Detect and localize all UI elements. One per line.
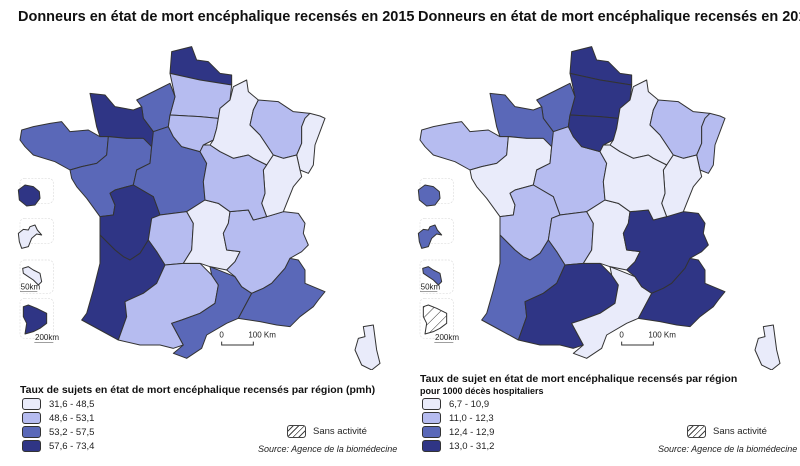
map-title: Donneurs en état de mort encéphalique re… [18, 9, 415, 25]
legend-label: 31,6 - 48,5 [49, 398, 95, 410]
legend-item: 6,7 - 10,9 [422, 398, 489, 410]
region [599, 144, 668, 221]
region [637, 257, 726, 328]
legend-item: 11,0 - 12,3 [422, 412, 494, 424]
overseas-region [417, 224, 443, 249]
map-panel-pmh: Donneurs en état de mort encéphalique re… [17, 9, 414, 454]
choropleth-map: 50km 200km 0 100 Km [417, 46, 781, 370]
inset-frame [419, 259, 454, 294]
legend-item: 31,6 - 48,5 [22, 398, 94, 410]
inset-scale-label: 50km [421, 282, 441, 291]
no-activity-label: Sans activité [313, 426, 367, 437]
region-corse [754, 324, 781, 370]
inset-frame [19, 259, 54, 294]
legend-label: 12,4 - 12,9 [449, 426, 495, 438]
source-note: Source: Agence de la biomédecine [658, 444, 798, 454]
scale-label-zero: 0 [219, 330, 224, 339]
scale-label-100km: 100 Km [248, 330, 276, 339]
region [296, 112, 326, 174]
overseas-region [22, 304, 48, 335]
legend-label: 13,0 - 31,2 [449, 440, 495, 452]
scale-bar [221, 341, 254, 346]
overseas-region [422, 266, 443, 286]
legend-swatch [422, 426, 441, 438]
legend-label: 11,0 - 12,3 [449, 412, 494, 424]
overseas-region [22, 266, 43, 286]
map-panel-hospital-deaths: Donneurs en état de mort encéphalique re… [400, 0, 800, 466]
scale-bar [621, 341, 654, 346]
choropleth-map: 50km 200km 0 100 Km [17, 46, 381, 370]
overseas-region [17, 184, 41, 207]
legend-label: 57,6 - 73,4 [49, 440, 95, 452]
legend-subtitle: pour 1000 décès hospitaliers [420, 386, 544, 396]
region [696, 112, 726, 174]
legend-swatch [422, 440, 441, 452]
region [19, 121, 109, 171]
inset-frame [419, 298, 454, 339]
inset-frame [19, 298, 54, 339]
legend-label: 53,2 - 57,5 [49, 426, 95, 438]
legend-swatch [22, 440, 41, 452]
legend-item: 13,0 - 31,2 [422, 440, 494, 452]
map-title: Donneurs en état de mort encéphalique re… [418, 9, 800, 25]
legend-no-activity: Sans activité [687, 425, 767, 438]
legend-title: Taux de sujets en état de mort encéphali… [20, 384, 376, 396]
legend-title: Taux de sujet en état de mort encéphaliq… [420, 373, 738, 385]
region [419, 121, 509, 171]
inset-scale-label: 200km [435, 333, 459, 342]
legend-no-activity: Sans activité [287, 425, 367, 438]
no-activity-label: Sans activité [713, 426, 767, 437]
legend-item: 53,2 - 57,5 [22, 426, 94, 438]
legend-label: 6,7 - 10,9 [449, 398, 490, 410]
inset-scale-label: 200km [35, 333, 59, 342]
legend-item: 12,4 - 12,9 [422, 426, 494, 438]
legend-swatch [422, 412, 441, 424]
source-note: Source: Agence de la biomédecine [258, 444, 398, 454]
legend-swatch [422, 398, 441, 410]
inset-scale-label: 50km [21, 282, 41, 291]
legend-swatch [22, 412, 41, 424]
hatch-swatch [287, 425, 306, 438]
legend-swatch [22, 398, 41, 410]
region [199, 144, 268, 221]
legend-item: 48,6 - 53,1 [22, 412, 94, 424]
legend-item: 57,6 - 73,4 [22, 440, 94, 452]
legend-label: 48,6 - 53,1 [49, 412, 95, 424]
inset-frame [19, 177, 54, 204]
scale-label-100km: 100 Km [648, 330, 676, 339]
legend-swatch [22, 426, 41, 438]
overseas-region [422, 304, 448, 335]
region [237, 257, 326, 328]
region [661, 154, 703, 218]
region-corse [354, 324, 381, 370]
inset-frame [419, 217, 454, 244]
overseas-region [417, 184, 441, 207]
overseas-region [17, 224, 43, 249]
inset-frame [419, 177, 454, 204]
hatch-swatch [687, 425, 706, 438]
scale-label-zero: 0 [619, 330, 624, 339]
inset-frame [19, 217, 54, 244]
region [261, 154, 303, 218]
